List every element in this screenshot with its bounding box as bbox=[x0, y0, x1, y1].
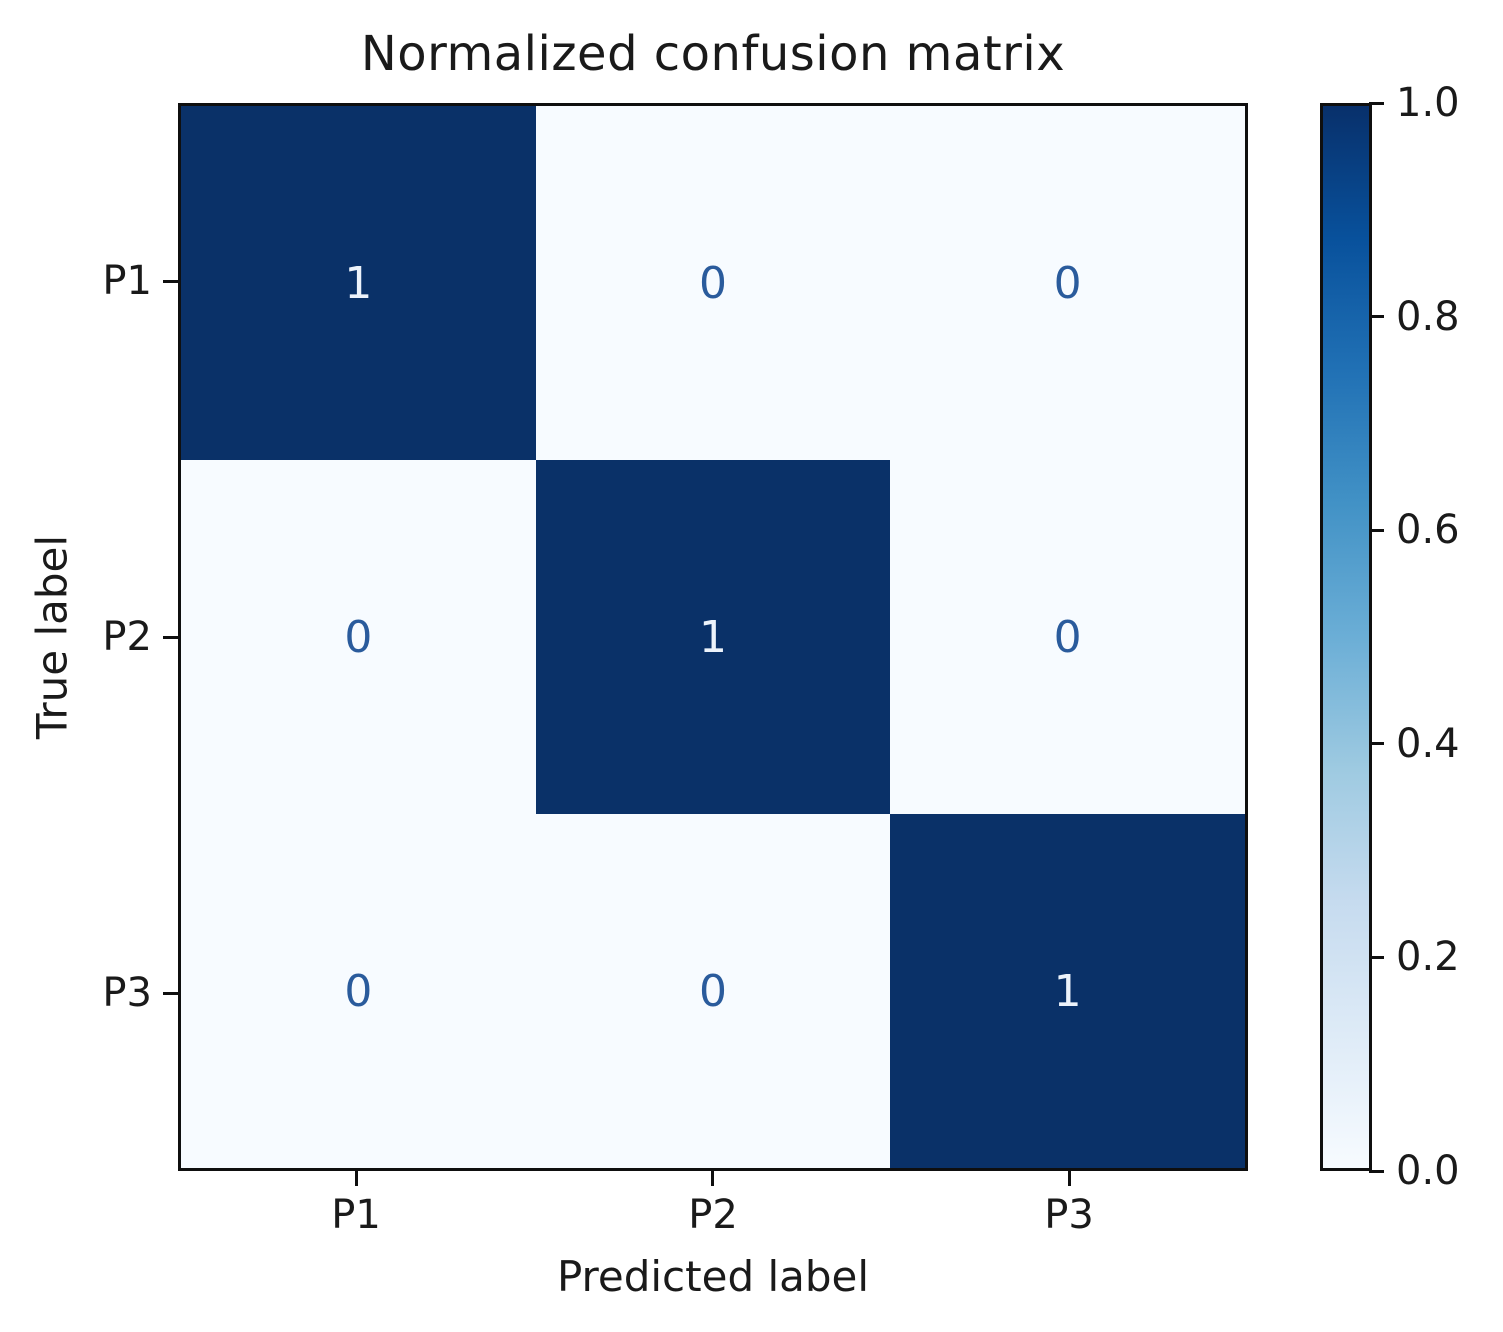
matrix-cell: 1 bbox=[181, 106, 536, 460]
x-tick-mark bbox=[711, 1171, 714, 1186]
colorbar-tick: 0.4 bbox=[1369, 721, 1460, 767]
matrix-cell: 0 bbox=[181, 814, 536, 1168]
y-tick-mark bbox=[163, 636, 178, 639]
x-tick-label: P2 bbox=[688, 1192, 738, 1238]
matrix-cell: 0 bbox=[890, 460, 1245, 814]
chart-title: Normalized confusion matrix bbox=[360, 26, 1066, 82]
colorbar-tick-mark bbox=[1369, 528, 1384, 532]
colorbar-tick-label: 1.0 bbox=[1396, 80, 1460, 126]
colorbar-gradient bbox=[1320, 103, 1372, 1171]
x-tick-mark bbox=[1068, 1171, 1071, 1186]
matrix-cell: 0 bbox=[890, 106, 1245, 460]
y-tick-mark bbox=[163, 280, 178, 283]
colorbar-tick-mark bbox=[1369, 742, 1384, 746]
colorbar-tick-label: 0.0 bbox=[1396, 1148, 1460, 1194]
colorbar-tick: 0.8 bbox=[1369, 294, 1460, 340]
colorbar-tick-label: 0.8 bbox=[1396, 293, 1460, 340]
heatmap-plot: 1 0 0 0 1 0 0 0 1 bbox=[178, 103, 1248, 1171]
colorbar-tick: 0.6 bbox=[1369, 507, 1460, 553]
matrix-cell: 1 bbox=[890, 814, 1245, 1168]
colorbar-tick: 0.2 bbox=[1369, 934, 1460, 980]
matrix-cell: 0 bbox=[181, 460, 536, 814]
y-axis-label: True label bbox=[27, 534, 77, 740]
colorbar-tick-mark bbox=[1369, 101, 1384, 105]
colorbar-tick-label: 0.6 bbox=[1396, 507, 1460, 554]
x-tick-mark bbox=[355, 1171, 358, 1186]
colorbar-tick-mark bbox=[1369, 315, 1384, 319]
colorbar-ticks: 1.0 0.8 0.6 0.4 0.2 0.0 bbox=[1369, 80, 1499, 1194]
colorbar-tick-label: 0.4 bbox=[1396, 720, 1460, 767]
colorbar-tick-mark bbox=[1369, 955, 1384, 959]
colorbar-tick-label: 0.2 bbox=[1396, 934, 1460, 981]
x-tick-label: P1 bbox=[331, 1192, 381, 1238]
matrix-cell: 1 bbox=[535, 460, 891, 814]
colorbar-tick: 1.0 bbox=[1369, 80, 1460, 126]
y-tick-label: P3 bbox=[102, 970, 152, 1016]
colorbar-tick: 0.0 bbox=[1369, 1148, 1460, 1194]
x-axis-label: Predicted label bbox=[556, 1252, 870, 1301]
matrix-cell: 0 bbox=[535, 814, 891, 1168]
x-tick-label: P3 bbox=[1044, 1192, 1094, 1238]
colorbar-tick-mark bbox=[1369, 1169, 1384, 1173]
y-tick-label: P2 bbox=[102, 614, 152, 660]
matrix-cell: 0 bbox=[535, 106, 891, 460]
y-tick-label: P1 bbox=[102, 258, 152, 304]
y-tick-mark bbox=[163, 992, 178, 995]
